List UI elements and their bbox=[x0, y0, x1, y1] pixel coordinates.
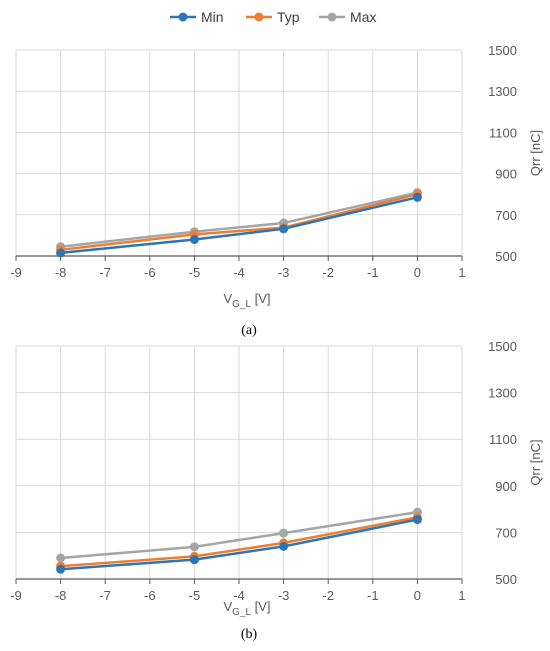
x-tick-label: 1 bbox=[458, 588, 465, 603]
x-tick-label: -4 bbox=[233, 588, 245, 603]
legend-label: Min bbox=[201, 9, 224, 25]
data-point-max bbox=[279, 528, 289, 538]
y-tick-label: 1100 bbox=[489, 432, 517, 447]
chart-panel-b: -9 -8 -7 -6 -5 -4 -3 -2 -1 0 150070090011001300150… bbox=[10, 339, 543, 642]
y-axis-label: Qrr [nC] bbox=[528, 130, 543, 176]
data-point-min bbox=[56, 248, 66, 258]
x-tick-label: -9 bbox=[10, 588, 22, 603]
series-line-max bbox=[59, 191, 419, 248]
x-axis-label: VG_L [V] bbox=[223, 291, 270, 310]
data-point-min bbox=[279, 224, 289, 234]
x-axis-label-main: V bbox=[223, 599, 232, 614]
x-tick-label: -4 bbox=[233, 265, 245, 280]
legend-marker bbox=[254, 12, 264, 22]
series-line-min bbox=[59, 518, 419, 571]
series-line-typ bbox=[59, 516, 419, 568]
x-tick-label: -2 bbox=[322, 588, 334, 603]
series-line-typ bbox=[59, 192, 419, 252]
legend-label: Typ bbox=[277, 9, 300, 25]
legend-marker bbox=[327, 12, 337, 22]
y-tick-label: 700 bbox=[495, 525, 517, 540]
legend-marker bbox=[178, 12, 188, 22]
x-tick-label: -7 bbox=[99, 265, 111, 280]
chart-panel-a: -9 -8 -7 -6 -5 -4 -3 -2 -1 0 150070090011001300150… bbox=[10, 43, 543, 338]
panel-label: (b) bbox=[241, 627, 258, 642]
y-axis-label: Qrr [nC] bbox=[528, 439, 543, 485]
x-tick-label: -5 bbox=[189, 588, 201, 603]
x-tick-label: -3 bbox=[278, 265, 290, 280]
x-tick-label: -8 bbox=[55, 265, 67, 280]
y-tick-label: 1100 bbox=[489, 125, 517, 140]
y-tick-label: 700 bbox=[495, 208, 517, 223]
x-tick-label: -1 bbox=[367, 588, 379, 603]
legend-item-max: Max bbox=[319, 9, 376, 25]
x-tick-label: -1 bbox=[367, 265, 379, 280]
legend-item-typ: Typ bbox=[246, 9, 300, 25]
y-tick-label: 500 bbox=[495, 249, 517, 264]
data-point-min bbox=[279, 541, 289, 551]
y-tick-label: 500 bbox=[495, 572, 517, 587]
x-tick-label: -5 bbox=[189, 265, 201, 280]
x-tick-label: -8 bbox=[55, 588, 67, 603]
legend-label: Max bbox=[350, 9, 376, 25]
x-tick-label: -6 bbox=[144, 588, 156, 603]
y-tick-label: 1300 bbox=[488, 84, 517, 99]
x-axis-label-main: V bbox=[223, 291, 232, 306]
x-tick-label: 1 bbox=[458, 265, 465, 280]
x-tick-label: -9 bbox=[10, 265, 22, 280]
panel-label: (a) bbox=[241, 323, 257, 338]
data-point-max bbox=[189, 542, 199, 552]
x-axis-label-unit: [V] bbox=[251, 291, 271, 306]
x-tick-label: -2 bbox=[322, 265, 334, 280]
x-axis-label-unit: [V] bbox=[251, 599, 271, 614]
data-point-min bbox=[189, 235, 199, 245]
data-point-min bbox=[189, 555, 199, 565]
series-line-min bbox=[59, 196, 419, 255]
x-tick-label: -3 bbox=[278, 588, 290, 603]
y-tick-label: 900 bbox=[495, 167, 517, 182]
x-tick-label: 0 bbox=[414, 265, 421, 280]
x-tick-label: 0 bbox=[414, 588, 421, 603]
y-tick-label: 1500 bbox=[488, 339, 517, 354]
x-axis-label: VG_L [V] bbox=[223, 599, 270, 618]
x-tick-label: -7 bbox=[99, 588, 111, 603]
y-tick-label: 900 bbox=[495, 479, 517, 494]
legend: Min Typ Max bbox=[170, 9, 376, 25]
data-point-max bbox=[56, 553, 66, 563]
data-point-min bbox=[412, 192, 422, 202]
x-axis-label-subscript: G_L bbox=[232, 607, 251, 618]
y-tick-label: 1300 bbox=[488, 386, 517, 401]
y-tick-label: 1500 bbox=[488, 43, 517, 58]
x-tick-label: -6 bbox=[144, 265, 156, 280]
data-point-min bbox=[56, 564, 66, 574]
legend-item-min: Min bbox=[170, 9, 224, 25]
series-line-max bbox=[59, 510, 419, 560]
data-point-min bbox=[412, 515, 422, 525]
x-axis-label-subscript: G_L bbox=[232, 299, 251, 310]
